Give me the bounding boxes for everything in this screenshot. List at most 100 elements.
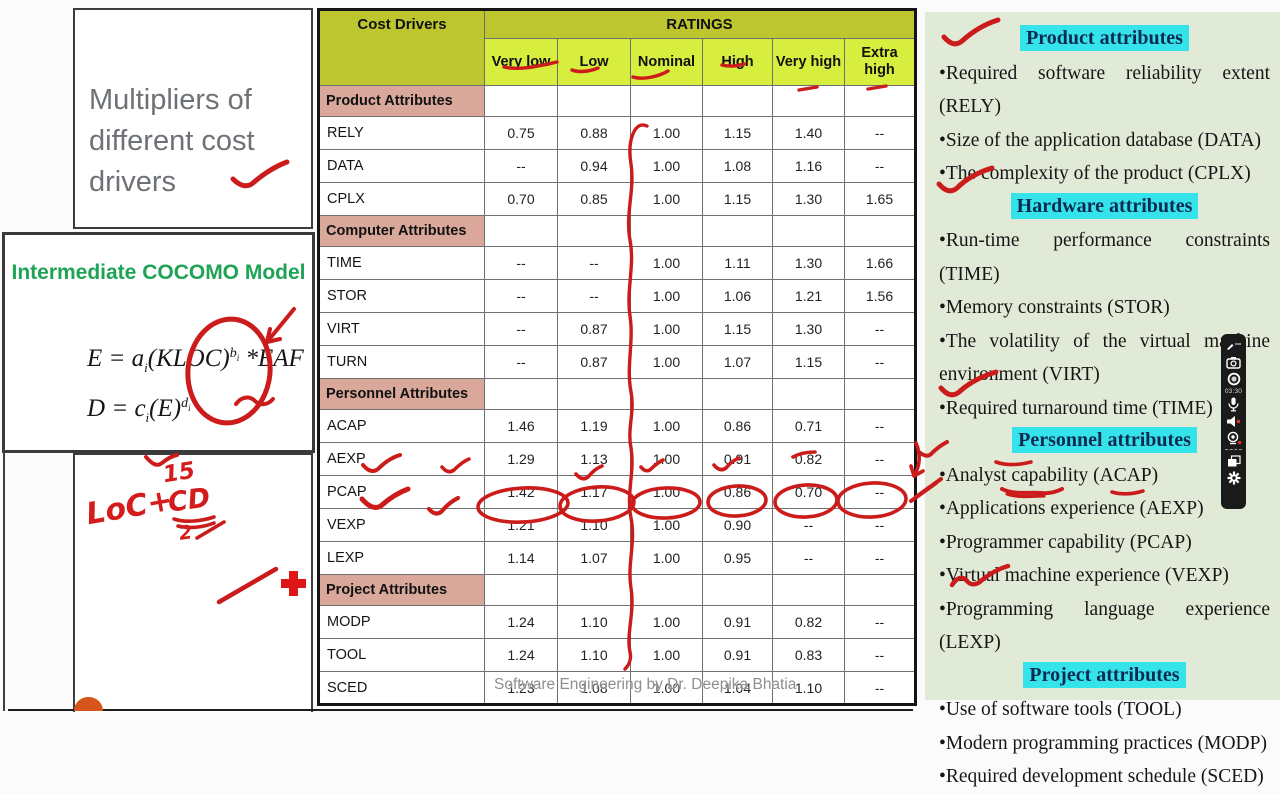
rating-value: -- — [557, 279, 631, 313]
rating-value: -- — [844, 345, 916, 379]
empty-cell — [557, 215, 631, 247]
cost-driver-label: DATA — [318, 149, 485, 183]
rating-value: 1.24 — [484, 638, 558, 672]
section-row: Product Attributes — [318, 85, 916, 117]
rating-value: 1.46 — [484, 409, 558, 443]
settings-button[interactable] — [1225, 470, 1242, 486]
rating-value: -- — [844, 605, 916, 639]
rating-value: 1.24 — [484, 605, 558, 639]
rating-value: 0.82 — [772, 442, 845, 476]
rating-value: 0.88 — [557, 116, 631, 150]
watermark: Software Engineering by Dr. Deepika Bhat… — [494, 676, 797, 693]
empty-cell — [844, 574, 916, 606]
rating-value: 1.17 — [557, 475, 631, 509]
empty-cell — [844, 378, 916, 410]
rating-level-header: Very high — [772, 38, 845, 86]
rating-level-header: Nominal — [630, 38, 703, 86]
attribute-group-heading: Personnel attributes — [1012, 427, 1197, 453]
section-label: Computer Attributes — [318, 215, 485, 247]
handwritten-denominator: 2 — [177, 521, 194, 545]
rating-value: 1.10 — [772, 671, 845, 705]
rating-level-header: Low — [557, 38, 631, 86]
rating-value: 1.00 — [630, 442, 703, 476]
empty-cell — [702, 574, 773, 606]
screenshot-button[interactable] — [1225, 354, 1242, 370]
rating-value: 1.23 — [484, 671, 558, 705]
rating-value: 1.40 — [772, 116, 845, 150]
cost-drivers-header: Cost Drivers — [318, 9, 485, 86]
cost-driver-label: SCED — [318, 671, 485, 705]
rating-value: -- — [772, 541, 845, 575]
rating-value: 1.42 — [484, 475, 558, 509]
rating-value: 0.70 — [484, 182, 558, 216]
rating-value: -- — [557, 246, 631, 280]
table-row: VEXP 1.21 1.10 1.00 0.90 -- -- — [318, 508, 916, 542]
table-row: PCAP 1.42 1.17 1.00 0.86 0.70 -- — [318, 475, 916, 509]
rating-value: 0.83 — [772, 638, 845, 672]
cost-driver-label: VIRT — [318, 312, 485, 346]
cost-driver-label: ACAP — [318, 409, 485, 443]
rating-value: 0.91 — [702, 605, 773, 639]
handwritten-numerator: CD — [166, 482, 213, 519]
record-icon — [1227, 372, 1240, 386]
rating-value: -- — [844, 442, 916, 476]
rating-value: 1.07 — [557, 541, 631, 575]
attribute-item: •Use of software tools (TOOL) — [939, 699, 1182, 720]
rating-value: 1.11 — [702, 246, 773, 280]
table-row: LEXP 1.14 1.07 1.00 0.95 -- -- — [318, 541, 916, 575]
attribute-item: •Virtual machine experience (VEXP) — [939, 565, 1229, 586]
cocomo-title: Intermediate COCOMO Model — [11, 261, 306, 284]
rating-value: 0.87 — [557, 345, 631, 379]
recorder-toolbar: 03:30 — [1221, 334, 1246, 509]
rating-value: -- — [844, 671, 916, 705]
attribute-group-heading: Project attributes — [1023, 661, 1186, 688]
rating-value: 0.94 — [557, 149, 631, 183]
frame-line — [3, 449, 5, 711]
windows-icon — [1227, 454, 1241, 466]
attribute-group-heading-line: Product attributes — [939, 23, 1270, 57]
speaker-button[interactable] — [1225, 413, 1242, 429]
rating-value: 1.21 — [484, 508, 558, 542]
rating-value: 1.00 — [630, 671, 703, 705]
rating-level-header: Very low — [484, 38, 558, 86]
cost-driver-label: VEXP — [318, 508, 485, 542]
rating-value: 1.15 — [702, 116, 773, 150]
rating-value: 1.15 — [772, 345, 845, 379]
rating-value: 1.15 — [702, 312, 773, 346]
empty-cell — [772, 378, 845, 410]
record-button[interactable] — [1225, 371, 1242, 387]
cost-driver-label: PCAP — [318, 475, 485, 509]
empty-cell — [630, 574, 703, 606]
rating-value: -- — [484, 312, 558, 346]
attribute-item: •Programming language experience (LEXP) — [939, 598, 1270, 654]
empty-cell — [772, 215, 845, 247]
microphone-button[interactable] — [1225, 396, 1242, 412]
rating-value: -- — [844, 116, 916, 150]
webcam-button[interactable] — [1225, 430, 1242, 446]
ratings-table-body: Product Attributes RELY 0.75 0.88 1.00 1.15 1.… — [318, 85, 916, 705]
multipliers-box: Multipliers of different cost drivers — [73, 8, 313, 229]
microphone-icon — [1228, 397, 1239, 411]
rating-value: 1.66 — [844, 246, 916, 280]
cost-driver-label: RELY — [318, 116, 485, 150]
rating-value: 0.70 — [772, 475, 845, 509]
table-row: AEXP 1.29 1.13 1.00 0.91 0.82 -- — [318, 442, 916, 476]
duration-formula: D = ci(E)di — [87, 395, 191, 425]
rating-value: 1.65 — [844, 182, 916, 216]
windows-button[interactable] — [1225, 453, 1242, 469]
empty-cell — [557, 85, 631, 117]
rating-value: -- — [844, 638, 916, 672]
pen-menu-button[interactable] — [1225, 337, 1242, 353]
empty-cell — [630, 85, 703, 117]
rating-value: 1.14 — [484, 541, 558, 575]
rating-value: 0.95 — [702, 541, 773, 575]
section-row: Project Attributes — [318, 574, 916, 606]
table-row: CPLX 0.70 0.85 1.00 1.15 1.30 1.65 — [318, 182, 916, 216]
rating-value: 1.00 — [630, 149, 703, 183]
rating-value: 1.06 — [702, 279, 773, 313]
multipliers-title: Multipliers of different cost drivers — [89, 84, 255, 198]
rating-value: 1.00 — [630, 605, 703, 639]
cost-driver-label: TURN — [318, 345, 485, 379]
table-row: TIME -- -- 1.00 1.11 1.30 1.66 — [318, 246, 916, 280]
rating-value: 1.00 — [630, 475, 703, 509]
